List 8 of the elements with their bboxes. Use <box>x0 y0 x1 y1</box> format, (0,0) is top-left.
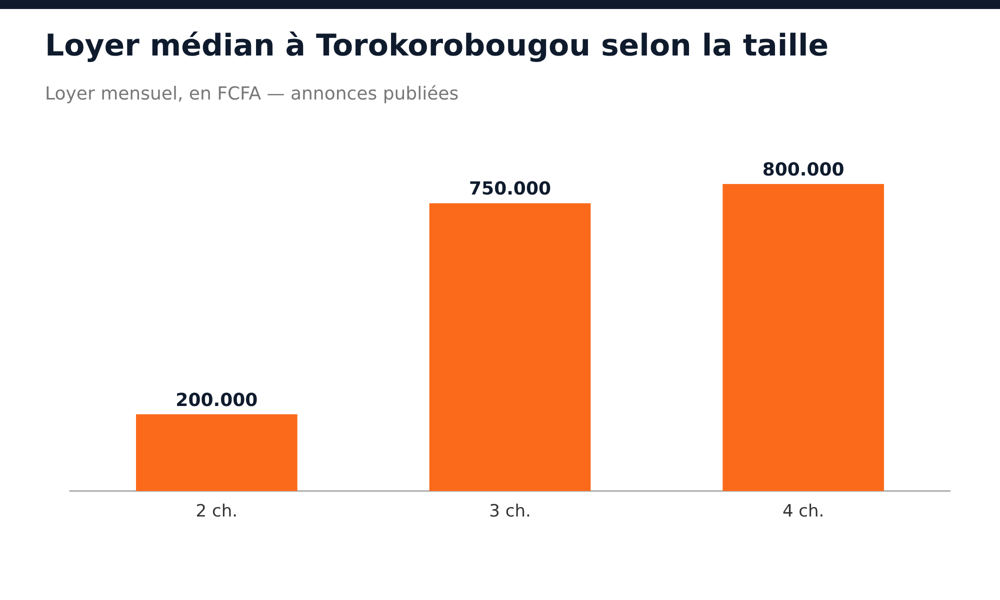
data-label: 800.000 <box>762 160 844 180</box>
x-tick-label: 4 ch. <box>782 502 824 522</box>
x-tick-label: 3 ch. <box>489 502 531 522</box>
data-label: 200.000 <box>176 390 258 411</box>
data-label: 750.000 <box>469 178 551 200</box>
x-tick-label: 2 ch. <box>196 502 238 522</box>
chart-subtitle: Loyer mensuel, en FCFA — annonces publiées <box>45 84 459 104</box>
chart-title: Loyer médian à Torokorobougou selon la taille <box>45 28 829 64</box>
